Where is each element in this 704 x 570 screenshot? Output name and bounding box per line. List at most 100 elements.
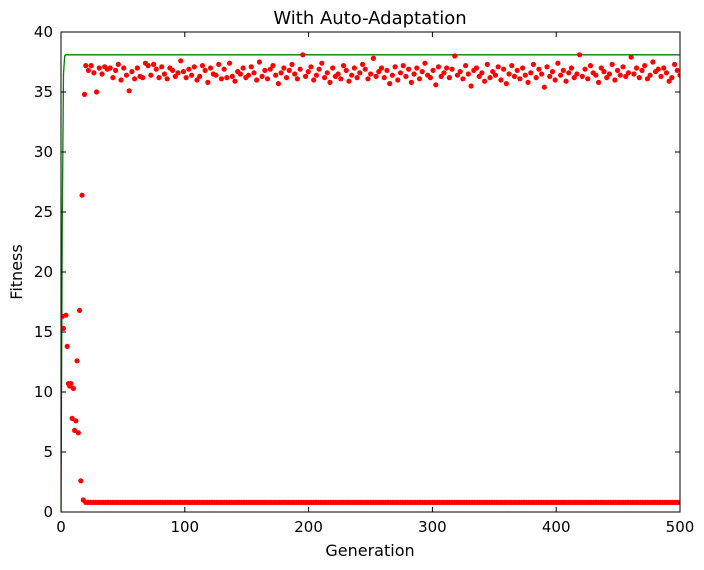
x-tick-label: 200 [294,518,323,536]
population-point [671,61,678,67]
population-point [490,69,496,75]
population-point [609,61,615,67]
population-point [327,79,333,85]
population-point [202,67,208,73]
population-point [571,75,577,81]
population-point [430,67,436,73]
population-point [292,71,298,77]
population-point [606,71,613,77]
population-point [188,72,195,78]
population-point [75,430,81,436]
population-point [397,70,404,76]
population-point [435,64,442,70]
population-point [115,61,121,67]
population-point [449,66,455,72]
population-point [655,66,661,72]
population-point [79,192,85,198]
population-point [357,70,363,76]
population-point [566,70,572,76]
y-tick-label: 15 [34,323,53,341]
population-point [70,385,76,391]
population-point [134,65,140,71]
population-point [522,72,528,78]
population-point [644,76,651,82]
population-point [411,71,417,77]
population-point [286,67,292,73]
population-point [460,76,466,82]
population-point [346,78,352,84]
population-point [577,52,583,58]
population-point [381,75,387,81]
population-point [539,71,545,77]
population-point [549,69,556,75]
population-point [186,66,192,72]
population-point [297,66,303,72]
population-point [91,70,97,76]
population-point [604,75,610,81]
population-point [677,72,680,78]
population-point [674,67,680,73]
best-fitness-line [61,54,680,513]
population-point [126,88,132,94]
population-point [121,65,127,71]
population-point [156,75,162,81]
x-tick-label: 400 [542,518,571,536]
population-point [63,312,69,318]
population-point [612,77,618,83]
population-point [335,71,341,77]
population-point [64,343,70,349]
population-point [514,67,520,73]
population-point [520,65,526,71]
population-point [666,78,672,84]
population-point [563,78,569,84]
population-point [262,67,268,73]
population-point [468,83,474,89]
population-point [256,59,263,65]
population-point [517,76,523,82]
population-point [245,72,252,78]
population-point [148,72,154,78]
population-point [313,72,320,78]
population-point [224,75,230,81]
population-point [199,63,206,69]
population-point [74,358,80,364]
population-point [107,65,113,71]
population-point [259,73,265,79]
population-point [319,60,325,66]
population-point [221,66,227,72]
population-point [544,64,550,70]
population-point [308,64,314,70]
population-point [408,79,414,85]
x-tick-label: 500 [666,518,695,536]
population-point [368,71,374,77]
population-point [254,77,260,83]
population-point [484,61,490,67]
population-point [454,72,461,78]
plot-area: 0 100 200 300 400 500 0 5 10 15 20 25 30 35 40 [34,23,694,536]
population-point [81,91,88,97]
population-point [240,65,246,71]
population-point [536,66,542,72]
population-point [338,76,344,82]
population-point [452,53,458,59]
population-point [354,75,360,81]
population-point [94,89,100,95]
population-point [278,70,284,76]
population-point [482,78,488,84]
y-tick-label: 20 [34,263,53,281]
population-point [169,67,176,73]
population-point [229,73,235,79]
population-point [658,73,664,79]
population-point [213,72,219,78]
population-point [85,67,92,73]
population-point [324,70,330,76]
population-point [623,73,629,79]
population-point [237,71,244,77]
population-point [677,499,680,505]
population-point [289,61,295,67]
population-point [387,81,393,87]
population-point [403,73,409,79]
population-point [650,59,656,65]
population-point [194,77,200,83]
